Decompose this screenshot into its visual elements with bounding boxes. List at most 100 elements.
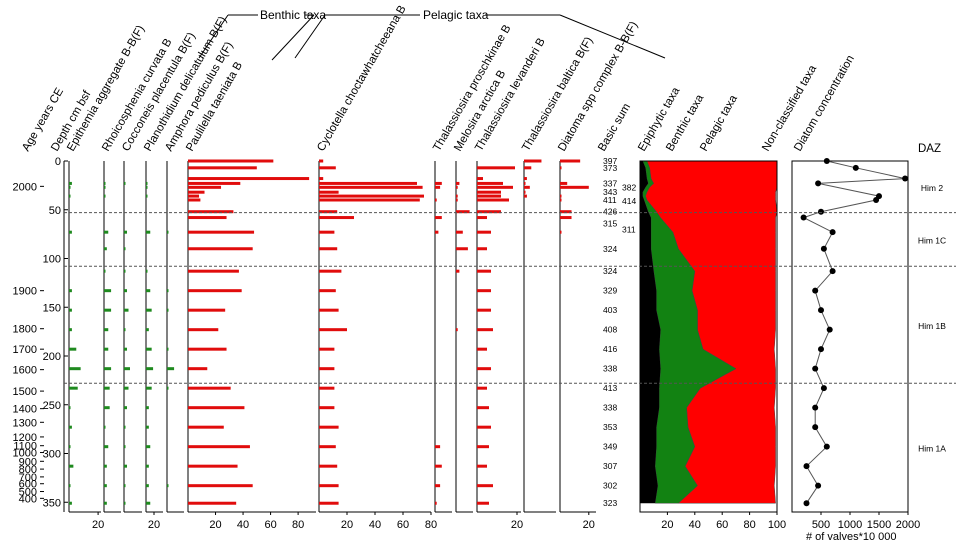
taxon-bar <box>456 210 470 214</box>
taxon-bar <box>560 181 568 185</box>
taxon-bar <box>319 347 335 351</box>
taxon-bar <box>435 198 437 202</box>
taxon-bar <box>124 181 126 185</box>
taxon-bar <box>146 328 149 332</box>
age-tick-label: 1200 <box>13 432 37 444</box>
taxon-bar <box>167 386 169 390</box>
concentration-frame <box>791 160 909 513</box>
taxon-bar <box>477 464 487 468</box>
depth-tick-label: 200 <box>43 351 61 363</box>
taxon-bar <box>124 406 127 410</box>
taxon-bar <box>435 216 442 220</box>
taxon-bar <box>188 308 226 312</box>
taxon-bar <box>146 308 152 312</box>
basic-sum-label: 338 <box>603 364 617 374</box>
summary-tick-label: 80 <box>743 519 755 531</box>
taxon-bar <box>69 425 72 429</box>
age-tick-label: 400 <box>19 493 37 505</box>
taxon-panel: Rhoicosphenia curvata B <box>100 36 175 513</box>
taxon-bar <box>188 230 255 234</box>
taxon-tick-label: 20 <box>511 519 523 531</box>
concentration-point <box>818 346 824 353</box>
taxon-name-label: Cyclotella choctawhatcheeana B <box>315 3 409 153</box>
taxon-bar <box>319 230 335 234</box>
taxon-bar <box>167 289 169 293</box>
taxon-bar <box>188 464 238 468</box>
zone-label: Him 2 <box>921 183 943 193</box>
taxon-bar <box>456 247 468 251</box>
taxon-bar <box>146 501 151 505</box>
taxon-bar <box>560 194 562 198</box>
basic-sum-label: 324 <box>603 244 617 254</box>
taxon-bar <box>477 185 513 189</box>
taxon-bar <box>146 194 148 198</box>
taxon-bar <box>319 501 339 505</box>
taxon-tick-label: 20 <box>148 519 160 531</box>
taxon-bar <box>435 230 439 234</box>
taxon-bar <box>104 181 106 185</box>
taxon-bar <box>69 386 78 390</box>
taxon-bar <box>188 185 222 189</box>
concentration-point <box>818 307 824 314</box>
taxon-bar <box>477 347 487 351</box>
taxon-bar <box>524 181 526 185</box>
taxon-bar <box>146 347 152 351</box>
taxon-bar <box>477 501 489 505</box>
summary-tick-label: 20 <box>661 519 673 531</box>
zone-label: Him 1A <box>918 444 946 454</box>
taxon-bar <box>319 194 424 198</box>
basic-sum-label: 373 <box>603 163 617 173</box>
zone-label: Him 1C <box>918 235 946 245</box>
taxon-bar <box>188 269 239 273</box>
depth-tick-label: 100 <box>43 254 61 266</box>
taxon-bar <box>146 464 149 468</box>
taxon-bar <box>69 347 77 351</box>
taxon-bar <box>124 367 130 371</box>
taxon-bar <box>319 210 338 214</box>
taxon-bar <box>477 190 501 194</box>
zone-label: Him 1B <box>918 321 946 331</box>
concentration-point <box>812 424 819 431</box>
depth-tick-label: 0 <box>55 156 61 168</box>
taxon-bar <box>319 190 339 194</box>
taxon-bar <box>69 289 72 293</box>
taxon-bar <box>124 308 129 312</box>
concentration-point <box>902 175 909 182</box>
benthic-group-label: Benthic taxa <box>260 8 326 22</box>
taxon-bar <box>477 198 509 202</box>
taxon-bar <box>524 159 542 163</box>
concentration-tick-label: 500 <box>812 519 830 531</box>
taxon-bar <box>477 166 515 170</box>
taxon-bar <box>560 210 572 214</box>
taxon-tick-label: 20 <box>341 519 353 531</box>
concentration-point <box>820 385 827 392</box>
taxon-bar <box>477 210 501 214</box>
taxon-bar <box>319 166 336 170</box>
taxon-bar <box>188 367 208 371</box>
taxon-tick-label: 40 <box>237 519 249 531</box>
taxon-bar <box>456 194 458 198</box>
concentration-tick-label: 1000 <box>838 519 862 531</box>
taxon-bar <box>146 230 151 234</box>
basic-sum-label: 311 <box>622 224 636 234</box>
taxon-bar <box>124 230 127 234</box>
taxon-bar <box>188 425 224 429</box>
taxon-bar <box>104 484 107 488</box>
taxon-bar <box>104 194 106 198</box>
basic-sum-label: 411 <box>603 195 617 205</box>
taxon-bar <box>435 445 441 449</box>
taxon-bar <box>69 194 71 198</box>
taxon-bar <box>524 166 532 170</box>
taxon-bar <box>104 464 107 468</box>
taxon-bar <box>477 177 483 181</box>
taxon-bar <box>477 289 491 293</box>
basic-sum-label: 315 <box>603 218 617 228</box>
taxon-bar <box>560 166 562 170</box>
taxon-bar <box>319 367 335 371</box>
basic-sum-label: 349 <box>603 442 617 452</box>
taxon-bar <box>524 194 527 198</box>
taxon-bar <box>188 216 227 220</box>
taxon-bar <box>319 425 339 429</box>
age-tick-label: 900 <box>19 456 37 468</box>
